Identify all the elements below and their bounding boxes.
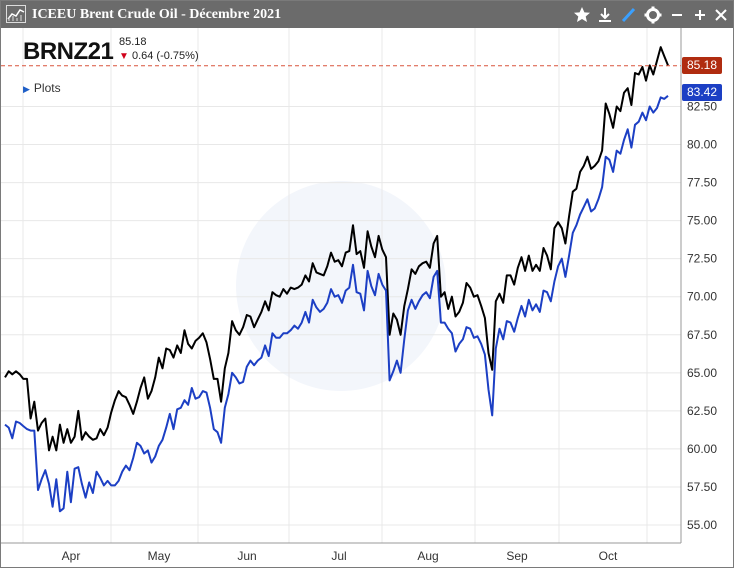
second-price-line <box>4 95 669 513</box>
y-tick-label: 57.50 <box>687 480 717 494</box>
y-tick-label: 72.50 <box>687 252 717 266</box>
x-tick-label: Aug <box>417 549 438 563</box>
close-icon[interactable] <box>711 5 731 25</box>
second-price-tag: 83.42 <box>682 83 722 101</box>
x-tick-label: Jul <box>331 549 346 563</box>
add-icon[interactable] <box>690 5 710 25</box>
y-tick-label: 75.00 <box>687 214 717 228</box>
change-text: 0.64 (-0.75%) <box>131 50 199 62</box>
minimize-icon[interactable] <box>667 5 687 25</box>
window-title: ICEEU Brent Crude Oil - Décembre 2021 <box>32 7 282 22</box>
x-tick-label: Apr <box>62 549 81 563</box>
symbol-label: BRNZ21 <box>23 38 114 65</box>
y-tick-label: 62.50 <box>687 404 717 418</box>
y-tick-label: 80.00 <box>687 138 717 152</box>
title-bar: ICEEU Brent Crude Oil - Décembre 2021 <box>1 1 733 28</box>
y-tick-label: 70.00 <box>687 290 717 304</box>
expand-triangle-icon: ▶ <box>23 84 30 94</box>
pen-icon[interactable] <box>619 5 639 25</box>
price-chart[interactable]: 55.00 57.50 60.00 62.50 65.00 67.50 70.00 72.50… <box>1 28 733 567</box>
down-arrow-icon: ▼ <box>119 51 129 62</box>
x-tick-label: Jun <box>237 549 256 563</box>
y-tick-label: 82.50 <box>687 100 717 114</box>
x-tick-label: Sep <box>506 549 528 563</box>
star-icon[interactable] <box>572 5 592 25</box>
gear-icon[interactable] <box>643 5 663 25</box>
y-tick-label: 55.00 <box>687 518 717 532</box>
y-tick-label: 77.50 <box>687 176 717 190</box>
last-price-tag: 85.18 <box>682 57 722 75</box>
download-icon[interactable] <box>595 5 615 25</box>
y-tick-label: 60.00 <box>687 442 717 456</box>
y-tick-label: 67.50 <box>687 328 717 342</box>
price-change: ▼ 0.64 (-0.75%) <box>119 50 199 62</box>
last-price: 85.18 <box>119 36 147 48</box>
x-tick-label: Oct <box>599 549 618 563</box>
x-tick-label: May <box>148 549 171 563</box>
legend-plots[interactable]: ▶ Plots <box>23 81 61 95</box>
legend-label: Plots <box>33 81 61 95</box>
chart-app-icon <box>6 5 26 23</box>
watermark <box>236 181 446 391</box>
main-price-line <box>4 46 669 452</box>
y-tick-label: 65.00 <box>687 366 717 380</box>
